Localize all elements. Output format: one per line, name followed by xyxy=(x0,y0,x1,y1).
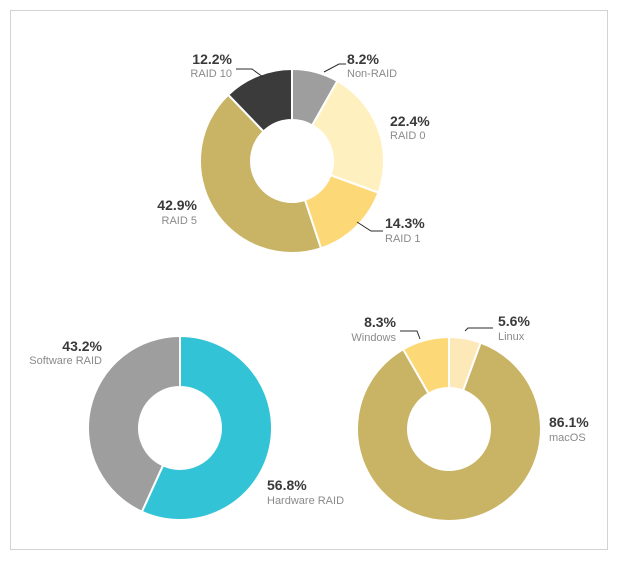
slice-windows xyxy=(401,335,450,395)
slice-raid-10 xyxy=(226,67,293,133)
category-label-raid-0: RAID 0 xyxy=(390,130,425,142)
percent-label-linux: 5.6% xyxy=(498,313,530,329)
category-label-linux: Linux xyxy=(498,331,525,343)
category-label-windows: Windows xyxy=(351,332,396,344)
slice-raid-5 xyxy=(199,93,323,254)
leader-line-raid-1 xyxy=(356,221,383,232)
percent-label-software-raid: 43.2% xyxy=(62,338,102,354)
leader-line-windows xyxy=(400,330,421,340)
category-label-software-raid: Software RAID xyxy=(29,355,102,367)
raid-level-donut-chart: 8.2%Non-RAID 22.4%RAID 0 14.3% RAID 1 42.9% R… xyxy=(157,51,430,254)
category-label-raid-5: RAID 5 xyxy=(162,215,197,227)
category-label-hardware-raid: Hardware RAID xyxy=(267,495,344,507)
percent-label-hardware-raid: 56.8% xyxy=(267,477,307,493)
percent-label-raid-10: 12.2% xyxy=(192,51,232,67)
slice-raid-0 xyxy=(310,79,385,194)
slice-macos xyxy=(356,341,542,522)
percent-label-windows: 8.3% xyxy=(364,314,396,330)
percent-label-raid-5: 42.9% xyxy=(157,197,197,213)
raid-type-donut-chart: 56.8% Hardware RAID 43.2%Software RAID xyxy=(29,334,344,521)
operating-system-donut-chart: 5.6% Linux 86.1% macOS 8.3% Windows xyxy=(351,313,589,522)
slice-hardware-raid xyxy=(140,334,273,521)
percent-label-raid-0: 22.4% xyxy=(390,113,430,129)
percent-label-macos: 86.1% xyxy=(549,414,589,430)
percent-label-raid-1: 14.3% xyxy=(385,215,425,231)
category-label-raid-1: RAID 1 xyxy=(385,233,420,245)
slice-software-raid xyxy=(87,334,181,514)
category-label-raid-10: RAID 10 xyxy=(190,68,232,80)
category-label-non-raid: Non-RAID xyxy=(347,68,397,80)
leader-line-non-raid xyxy=(323,63,346,73)
category-label-macos: macOS xyxy=(549,432,586,444)
leader-line-linux xyxy=(464,327,493,332)
leader-line-raid-10 xyxy=(236,68,264,78)
percent-label-non-raid: 8.2% xyxy=(347,51,379,67)
